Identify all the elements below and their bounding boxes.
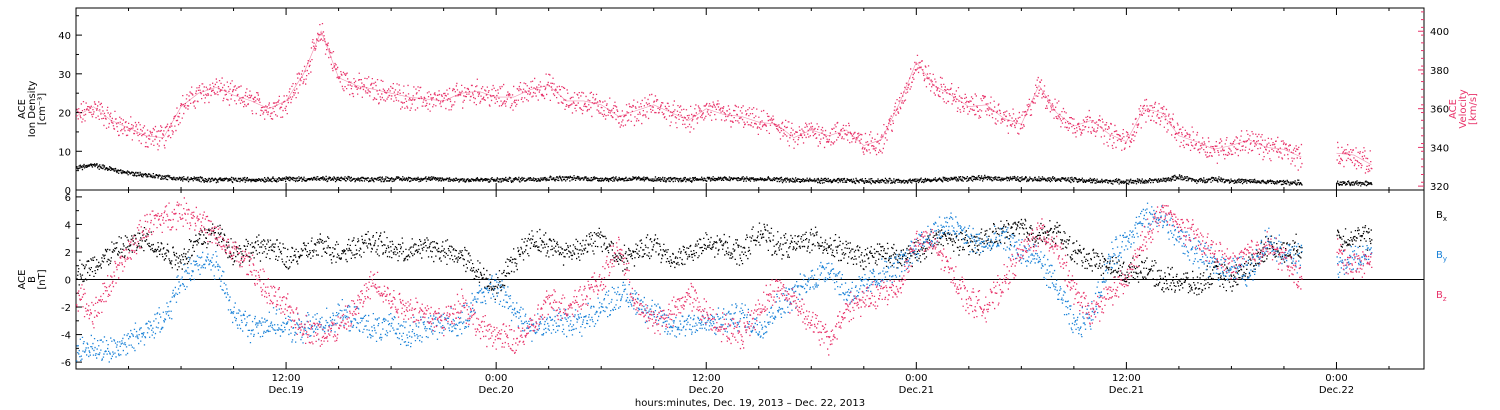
magnetic-field-axis-label-line: B [27, 276, 38, 283]
velocity-axis-label: ACE Velocity [km/s] [1448, 89, 1479, 128]
density-series [76, 163, 1373, 187]
right-tick-label: 360 [1430, 105, 1449, 116]
density-axis-label-line: [cm⁻³] [37, 93, 48, 125]
right-tick-label: 380 [1430, 66, 1449, 77]
right-tick-label: 340 [1430, 143, 1449, 154]
left-tick-label: 0 [65, 186, 71, 197]
magnetic-field-axis-label-line: [nT] [37, 269, 48, 289]
date-tick-label: Dec.20 [689, 385, 724, 396]
legend-bz: Bz [1436, 290, 1447, 303]
date-tick-label: Dec.20 [479, 385, 514, 396]
left-tick-label: 30 [58, 70, 71, 81]
y-tick-label: 2 [65, 248, 71, 259]
date-tick-label: Dec.22 [1319, 385, 1354, 396]
density-axis-label-line: ACE [17, 99, 28, 119]
right-tick-label: 400 [1430, 27, 1449, 38]
time-axis: 12:00Dec.190:00Dec.2012:00Dec.200:00Dec.… [268, 373, 1354, 396]
time-tick-label: 0:00 [905, 373, 927, 384]
velocity-axis-label-line: ACE [1448, 99, 1459, 119]
left-tick-label: 10 [58, 147, 71, 158]
left-tick-label: 40 [58, 31, 71, 42]
y-tick-label: -2 [61, 303, 71, 314]
date-tick-label: Dec.21 [899, 385, 934, 396]
magnetic-field-axis-label: ACE B [nT] [17, 269, 48, 289]
density-trend-line [75, 164, 1372, 184]
magnetic-field-axis-label-line: ACE [17, 270, 28, 290]
velocity-series [76, 23, 1373, 174]
density-axis-label: ACE Ion Density [cm⁻³] [17, 81, 48, 138]
velocity-axis-label-line: [km/s] [1468, 93, 1479, 125]
date-tick-label: Dec.21 [1109, 385, 1144, 396]
y-tick-label: 0 [65, 276, 71, 287]
density-axis-label-line: Ion Density [27, 81, 38, 138]
y-tick-label: -4 [61, 331, 71, 342]
right-tick-label: 320 [1430, 182, 1449, 193]
time-tick-label: 0:00 [1325, 373, 1347, 384]
time-tick-label: 0:00 [485, 373, 507, 384]
velocity-axis-label-line: Velocity [1458, 89, 1469, 128]
time-axis-title: hours:minutes, Dec. 19, 2013 – Dec. 22, … [635, 398, 865, 409]
time-tick-label: 12:00 [272, 373, 301, 384]
magnetic-field-panel: -6 -4 -2 0 2 4 6 ACE B [nT] Bx By Bz [17, 189, 1447, 370]
legend-bx: Bx [1436, 210, 1447, 223]
legend-by: By [1436, 250, 1447, 263]
y-tick-label: 6 [65, 193, 71, 204]
date-tick-label: Dec.19 [268, 385, 303, 396]
series-bx [76, 218, 1373, 300]
time-tick-label: 12:00 [692, 373, 721, 384]
left-tick-label: 20 [58, 109, 71, 120]
y-tick-label: 4 [65, 220, 71, 231]
time-tick-label: 12:00 [1112, 373, 1141, 384]
y-tick-label: -6 [61, 358, 71, 369]
velocity-trend-line [75, 30, 1372, 166]
plasma-frame [75, 7, 1425, 191]
